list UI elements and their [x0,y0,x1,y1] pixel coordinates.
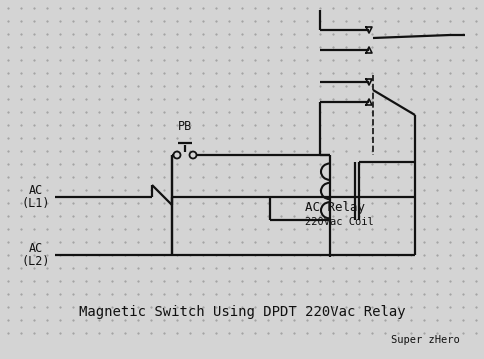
Text: 220Vac Coil: 220Vac Coil [305,217,374,227]
Text: Magnetic Switch Using DPDT 220Vac Relay: Magnetic Switch Using DPDT 220Vac Relay [79,305,405,319]
Text: PB: PB [178,120,192,133]
Text: AC Relay: AC Relay [305,200,365,214]
Text: AC
(L1): AC (L1) [21,183,50,210]
Text: AC
(L2): AC (L2) [21,242,50,269]
Text: Super zHero: Super zHero [391,335,460,345]
